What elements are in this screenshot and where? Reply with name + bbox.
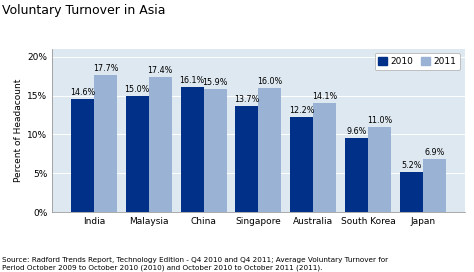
Text: 15.9%: 15.9% <box>202 78 228 87</box>
Text: 17.4%: 17.4% <box>147 66 173 75</box>
Text: 16.1%: 16.1% <box>179 76 205 85</box>
Text: 16.0%: 16.0% <box>257 77 283 86</box>
Bar <box>368 127 391 212</box>
Text: 9.6%: 9.6% <box>346 126 366 136</box>
Bar <box>290 117 313 212</box>
Text: 12.2%: 12.2% <box>289 106 314 115</box>
Bar <box>94 75 117 212</box>
Bar <box>71 99 94 212</box>
Bar <box>313 103 336 212</box>
Bar <box>258 88 282 212</box>
Text: 11.0%: 11.0% <box>367 116 392 125</box>
Bar <box>126 95 149 212</box>
Text: 5.2%: 5.2% <box>401 161 421 170</box>
Text: Voluntary Turnover in Asia: Voluntary Turnover in Asia <box>2 4 166 17</box>
Text: 14.6%: 14.6% <box>70 88 95 97</box>
Text: 15.0%: 15.0% <box>125 85 150 94</box>
Bar <box>203 89 227 212</box>
Text: Source: Radford Trends Report, Technology Edition - Q4 2010 and Q4 2011; Average: Source: Radford Trends Report, Technolog… <box>2 257 389 271</box>
Text: 14.1%: 14.1% <box>312 92 337 101</box>
Bar <box>400 172 423 212</box>
Y-axis label: Percent of Headacount: Percent of Headacount <box>14 79 23 182</box>
Text: 6.9%: 6.9% <box>424 148 445 157</box>
Bar <box>181 87 203 212</box>
Text: 17.7%: 17.7% <box>92 64 118 73</box>
Legend: 2010, 2011: 2010, 2011 <box>374 54 460 70</box>
Text: 13.7%: 13.7% <box>234 95 259 104</box>
Bar <box>423 159 446 212</box>
Bar <box>235 106 258 212</box>
Bar <box>345 138 368 212</box>
Bar <box>149 77 172 212</box>
